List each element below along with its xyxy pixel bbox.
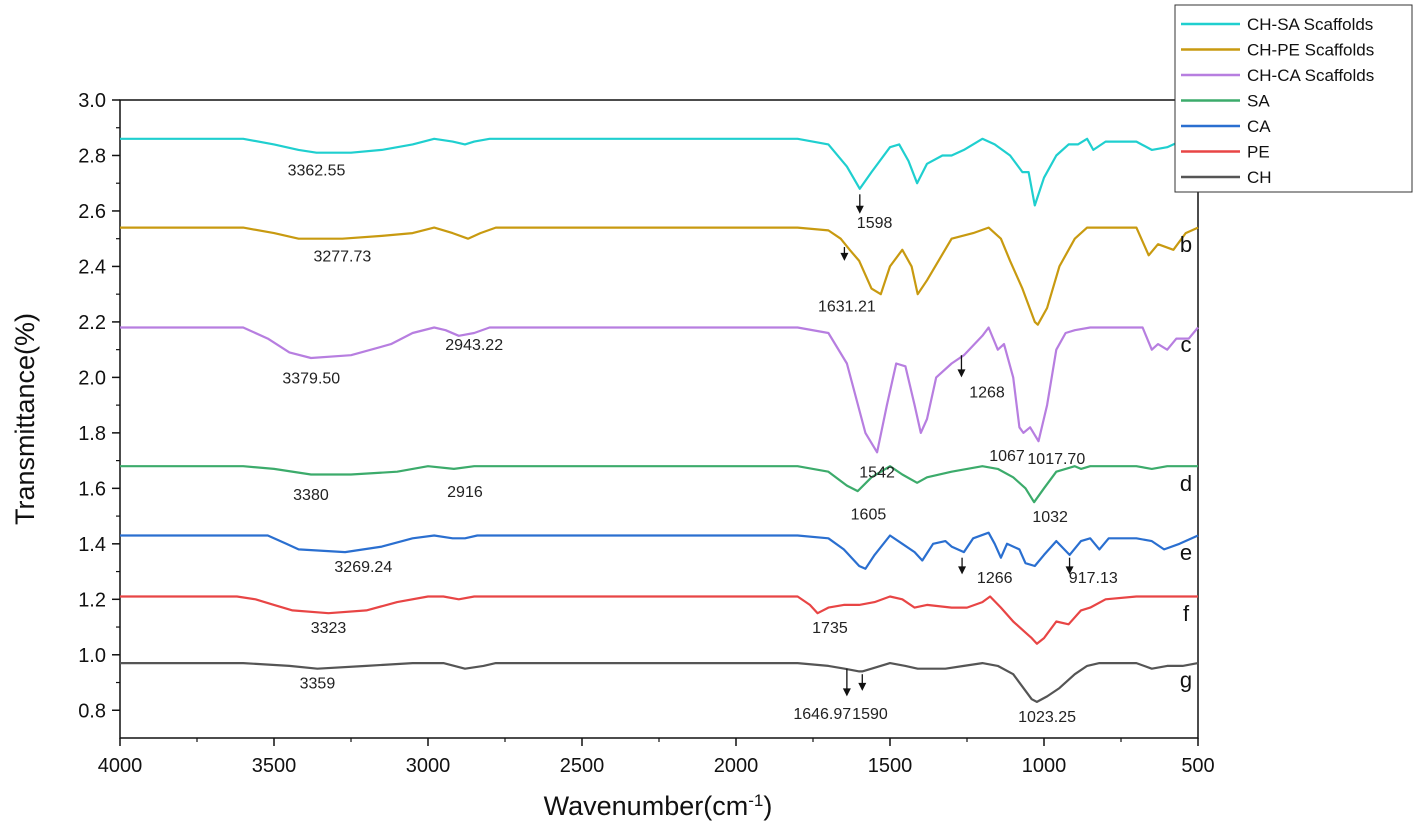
- curve-letter-f: f: [1183, 601, 1190, 626]
- arrow-group: [840, 194, 1074, 697]
- y-tick-label: 2.2: [78, 312, 106, 334]
- peak-label: 1266: [977, 570, 1013, 587]
- peak-arrow-head: [858, 682, 867, 691]
- peak-label: 1268: [969, 384, 1005, 401]
- x-axis-title-main: Wavenumber(cm: [544, 791, 749, 821]
- x-axis-title: Wavenumber(cm-1): [544, 791, 773, 822]
- annotation-group: 3362.55 1598 3277.73 1631.21 3379.50 2943.22 1…: [282, 162, 1118, 725]
- x-axis-title-superscript: -1: [748, 791, 763, 810]
- legend-label: SA: [1247, 92, 1270, 111]
- peak-label: 3323: [311, 620, 347, 637]
- legend-frame: [1174, 4, 1413, 193]
- peak-label: 1735: [812, 620, 848, 637]
- legend-label: CH-PE Scaffolds: [1247, 41, 1374, 60]
- x-tick-label: 2000: [714, 755, 759, 777]
- curve-letter-c: c: [1181, 332, 1192, 357]
- x-tick-label: 2500: [560, 755, 605, 777]
- y-axis: 0.8 1.0 1.2 1.4 1.6 1.8 2.0 2.2 2.4 2.6 2.8 3.0: [78, 90, 120, 722]
- y-tick-label: 1.2: [78, 589, 106, 611]
- peak-label: 2943.22: [445, 337, 503, 354]
- peak-label: 917.13: [1069, 570, 1118, 587]
- curve-letter-e: e: [1180, 540, 1192, 565]
- legend: CH-SA Scaffolds CH-PE Scaffolds CH-CA Scaf…: [1174, 4, 1413, 193]
- peak-arrow-head: [958, 566, 967, 575]
- series-line-a: [120, 137, 1199, 207]
- peak-label: 1017.70: [1027, 451, 1085, 468]
- y-tick-label: 1.8: [78, 423, 106, 445]
- peak-label: 1605: [851, 506, 887, 523]
- legend-label: CH-CA Scaffolds: [1247, 66, 1374, 85]
- peak-label: 3269.24: [334, 559, 392, 576]
- x-axis-title-end: ): [763, 791, 772, 821]
- legend-label: CH: [1247, 168, 1272, 187]
- y-axis-title: Transmittance(%): [10, 313, 40, 525]
- x-tick-label: 3500: [252, 755, 297, 777]
- x-tick-label: 1500: [868, 755, 913, 777]
- series-group: [120, 137, 1199, 703]
- series-line-b: [120, 226, 1199, 326]
- curve-letter-g: g: [1180, 668, 1192, 693]
- legend-label: CA: [1247, 117, 1271, 136]
- x-tick-label: 1000: [1022, 755, 1067, 777]
- x-tick-label: 500: [1181, 755, 1214, 777]
- peak-label: 1646.97: [793, 706, 851, 723]
- peak-arrow-head: [957, 369, 966, 378]
- series-line-d: [120, 465, 1198, 504]
- peak-arrow-head: [855, 205, 864, 214]
- curve-letter-d: d: [1180, 471, 1192, 496]
- peak-label: 3379.50: [282, 370, 340, 387]
- peak-arrow-head: [840, 252, 849, 261]
- series-line-c: [120, 326, 1199, 454]
- x-axis: 4000 3500 3000 2500 2000 1500 1000 500: [98, 738, 1215, 777]
- peak-label: 1023.25: [1018, 709, 1076, 726]
- legend-label: CH-SA Scaffolds: [1247, 15, 1373, 34]
- peak-label: 1032: [1032, 509, 1068, 526]
- peak-label: 1631.21: [818, 298, 876, 315]
- x-tick-label: 3000: [406, 755, 451, 777]
- y-tick-label: 1.0: [78, 645, 106, 667]
- peak-arrow-head: [842, 688, 851, 697]
- peak-label: 1542: [859, 465, 895, 482]
- series-line-g: [120, 662, 1199, 703]
- series-line-f: [120, 595, 1198, 645]
- curve-letter-group: abcdefg: [1180, 143, 1193, 692]
- legend-label: PE: [1247, 143, 1270, 162]
- y-tick-label: 2.4: [78, 256, 106, 278]
- peak-arrow-head: [1065, 566, 1074, 575]
- y-tick-label: 2.6: [78, 201, 106, 223]
- peak-label: 3380: [293, 487, 329, 504]
- curve-letter-b: b: [1180, 232, 1192, 257]
- y-tick-label: 1.6: [78, 478, 106, 500]
- peak-label: 1067: [989, 448, 1025, 465]
- x-tick-label: 4000: [98, 755, 143, 777]
- y-tick-label: 1.4: [78, 534, 106, 556]
- y-tick-label: 2.0: [78, 367, 106, 389]
- peak-label: 3277.73: [313, 248, 371, 265]
- peak-label: 1598: [857, 215, 893, 232]
- y-tick-label: 2.8: [78, 145, 106, 167]
- peak-label: 2916: [447, 484, 483, 501]
- y-tick-label: 0.8: [78, 700, 106, 722]
- y-tick-label: 3.0: [78, 90, 106, 112]
- peak-label: 3359: [300, 676, 336, 693]
- peak-label: 1590: [852, 706, 888, 723]
- series-line-e: [120, 531, 1199, 570]
- peak-label: 3362.55: [288, 162, 346, 179]
